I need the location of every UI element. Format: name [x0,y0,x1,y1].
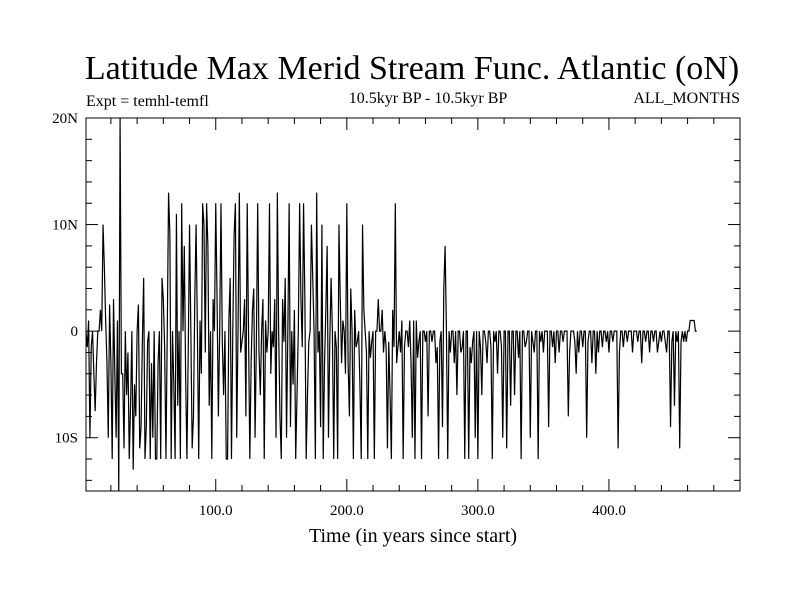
y-tick-label: 20N [52,111,78,127]
y-axis: 20N 10N 0 10S [52,111,740,447]
x-tick-label: 200.0 [330,503,364,519]
subtitle-right: ALL_MONTHS [633,90,740,107]
x-axis: 100.0 200.0 300.0 400.0 [199,118,626,519]
x-axis-label: Time (in years since start) [309,525,517,547]
chart-title: Latitude Max Merid Stream Func. Atlantic… [85,50,739,87]
subtitle-center: 10.5kyr BP - 10.5kyr BP [349,90,508,107]
y-tick-label: 0 [71,324,79,340]
series-line [85,117,697,492]
x-tick-label: 100.0 [199,503,233,519]
minor-ticks [86,118,740,491]
x-tick-label: 300.0 [461,503,495,519]
subtitle-left: Expt = temhl-temfl [86,93,209,110]
y-tick-label: 10N [52,218,78,234]
x-tick-label: 400.0 [592,503,626,519]
y-tick-label: 10S [55,431,78,447]
plot-frame [85,117,741,492]
